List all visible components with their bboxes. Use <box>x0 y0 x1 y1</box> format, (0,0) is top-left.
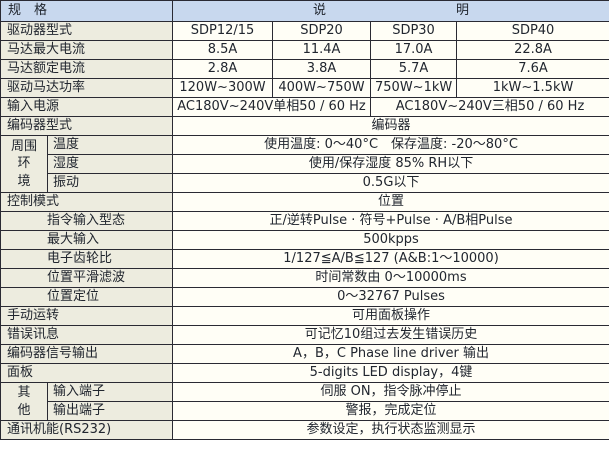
row-value: 参数设定，执行状态监测显示 <box>172 420 609 440</box>
row-value: 使用温度: 0～40°C 保存温度: -20～80°C <box>172 135 609 155</box>
row-label: 最大输入 <box>0 230 174 250</box>
header-description: 说 明 <box>172 0 609 22</box>
row-environment-temperature: 周围环 境 温度 使用温度: 0～40°C 保存温度: -20～80°C <box>0 135 609 193</box>
row-value-single-phase: AC180V~240V单相50 / 60 Hz <box>172 97 372 117</box>
row-motor-rated-current: 马达额定电流 2.8A 3.8A 5.7A 7.6A <box>0 59 609 79</box>
row-label: 指令输入型态 <box>0 211 174 231</box>
row-value: 编码器 <box>172 116 609 136</box>
row-error-message: 错误讯息 可记忆10组过去发生错误历史 <box>0 325 609 345</box>
row-label: 编码器信号输出 <box>0 344 174 364</box>
row-label: 错误讯息 <box>0 325 174 345</box>
row-label: 控制模式 <box>0 192 174 212</box>
row-value: 11.4A <box>272 40 372 60</box>
row-value: SDP30 <box>370 21 458 41</box>
row-encoder-type: 编码器型式 编码器 <box>0 116 609 136</box>
row-label: 驱动马达功率 <box>0 78 174 98</box>
header-spec: 规 格 <box>0 0 174 22</box>
row-value: 可记忆10组过去发生错误历史 <box>172 325 609 345</box>
row-value: 0.5G以下 <box>172 173 609 193</box>
row-others-output-terminal: 输出端子 警报，完成定位 <box>1 401 609 421</box>
row-label: 面板 <box>0 363 174 383</box>
row-label: 手动运转 <box>0 306 174 326</box>
row-label: 马达最大电流 <box>0 40 174 60</box>
row-sublabel: 输出端子 <box>46 401 174 421</box>
row-value: 5-digits LED display，4键 <box>172 363 609 383</box>
row-environment-vibration: 振动 0.5G以下 <box>1 173 609 193</box>
row-electronic-gear-ratio: 电子齿轮比 1/127≦A/B≦127 (A&B:1～10000) <box>0 249 609 269</box>
row-value: 2.8A <box>172 59 274 79</box>
row-label: 驱动器型式 <box>0 21 174 41</box>
row-max-input: 最大输入 500kpps <box>0 230 609 250</box>
row-control-mode: 控制模式 位置 <box>0 192 609 212</box>
row-manual-run: 手动运转 可用面板操作 <box>0 306 609 326</box>
row-value: 正/逆转Pulse · 符号+Pulse · A/B相Pulse <box>172 211 609 231</box>
row-value: 500kpps <box>172 230 609 250</box>
row-value: 使用/保存湿度 85% RH以下 <box>172 154 609 174</box>
row-encoder-signal-output: 编码器信号输出 A，B，C Phase line driver 输出 <box>0 344 609 364</box>
row-motor-max-current: 马达最大电流 8.5A 11.4A 17.0A 22.8A <box>0 40 609 60</box>
row-value: 750W~1kW <box>370 78 458 98</box>
row-value: 伺服 ON，指令脉冲停止 <box>172 382 609 402</box>
row-value: SDP12/15 <box>172 21 274 41</box>
row-value-three-phase: AC180V~240V三相50 / 60 Hz <box>370 97 609 117</box>
row-label: 位置定位 <box>0 287 174 307</box>
row-value: SDP20 <box>272 21 372 41</box>
row-value: 8.5A <box>172 40 274 60</box>
row-command-input-type: 指令输入型态 正/逆转Pulse · 符号+Pulse · A/B相Pulse <box>0 211 609 231</box>
row-value: 1kW~1.5kW <box>456 78 609 98</box>
row-label: 编码器型式 <box>0 116 174 136</box>
row-label: 通讯机能(RS232) <box>0 420 174 440</box>
row-value: 7.6A <box>456 59 609 79</box>
others-group-label: 其 他 <box>0 382 48 421</box>
row-value: 22.8A <box>456 40 609 60</box>
row-positioning: 位置定位 0～32767 Pulses <box>0 287 609 307</box>
row-environment-humidity: 湿度 使用/保存湿度 85% RH以下 <box>1 154 609 174</box>
row-value: 0～32767 Pulses <box>172 287 609 307</box>
row-value: A，B，C Phase line driver 输出 <box>172 344 609 364</box>
row-position-smoothing: 位置平滑滤波 时间常数由 0～10000ms <box>0 268 609 288</box>
row-communication: 通讯机能(RS232) 参数设定，执行状态监测显示 <box>0 420 609 440</box>
row-value: 1/127≦A/B≦127 (A&B:1～10000) <box>172 249 609 269</box>
row-value: 位置 <box>172 192 609 212</box>
row-sublabel: 输入端子 <box>46 382 174 402</box>
row-label: 位置平滑滤波 <box>0 268 174 288</box>
row-driver-type: 驱动器型式 SDP12/15 SDP20 SDP30 SDP40 <box>0 21 609 41</box>
specification-table: 规 格 说 明 驱动器型式 SDP12/15 SDP20 SDP30 SDP40… <box>0 0 609 440</box>
row-value: 警报，完成定位 <box>172 401 609 421</box>
row-value: 5.7A <box>370 59 458 79</box>
row-value: 17.0A <box>370 40 458 60</box>
row-value: 时间常数由 0～10000ms <box>172 268 609 288</box>
row-label: 输入电源 <box>0 97 174 117</box>
environment-group-label: 周围环 境 <box>0 135 48 193</box>
row-value: 400W~750W <box>272 78 372 98</box>
row-label: 电子齿轮比 <box>0 249 174 269</box>
row-sublabel: 湿度 <box>46 154 174 174</box>
row-panel: 面板 5-digits LED display，4键 <box>0 363 609 383</box>
row-label: 马达额定电流 <box>0 59 174 79</box>
row-motor-power: 驱动马达功率 120W~300W 400W~750W 750W~1kW 1kW~… <box>0 78 609 98</box>
row-value: SDP40 <box>456 21 609 41</box>
table-header-row: 规 格 说 明 <box>0 0 609 22</box>
row-sublabel: 振动 <box>46 173 174 193</box>
row-sublabel: 温度 <box>46 135 174 155</box>
row-others-input-terminal: 其 他 输入端子 伺服 ON，指令脉冲停止 <box>0 382 609 421</box>
row-input-power: 输入电源 AC180V~240V单相50 / 60 Hz AC180V~240V… <box>0 97 609 117</box>
row-value: 120W~300W <box>172 78 274 98</box>
row-value: 3.8A <box>272 59 372 79</box>
row-value: 可用面板操作 <box>172 306 609 326</box>
